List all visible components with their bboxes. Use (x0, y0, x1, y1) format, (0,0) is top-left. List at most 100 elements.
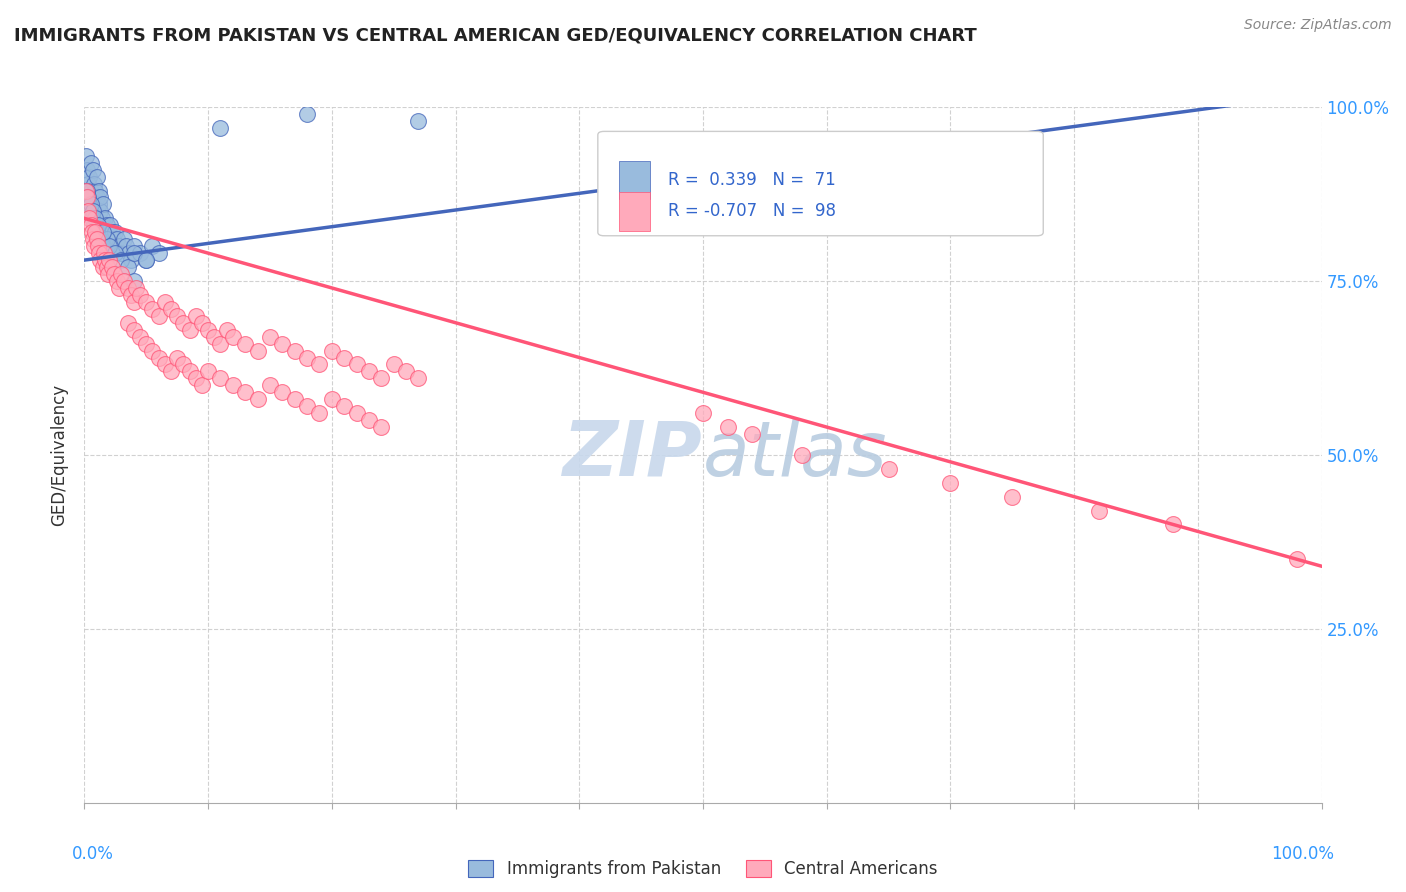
Point (117, 281, 139, 295)
Point (259, 378, 281, 392)
Point (89, 232, 111, 246)
Point (148, 309, 170, 323)
Point (93, 246, 115, 260)
Text: Source: ZipAtlas.com: Source: ZipAtlas.com (1244, 18, 1392, 32)
Point (382, 358, 405, 372)
Point (215, 323, 238, 337)
Point (408, 371, 430, 385)
Point (333, 351, 356, 365)
Point (86, 232, 108, 246)
Point (346, 358, 368, 372)
Point (1088, 503, 1111, 517)
Point (135, 253, 157, 268)
Point (97, 225, 120, 239)
Point (120, 288, 142, 302)
Point (295, 399, 318, 413)
Point (148, 351, 170, 365)
Point (160, 301, 183, 316)
Point (82, 232, 104, 246)
Point (112, 274, 135, 288)
Point (197, 323, 219, 337)
Point (76, 162, 98, 177)
Point (271, 336, 294, 351)
Point (75, 149, 97, 163)
Point (80, 211, 103, 226)
Point (89, 204, 111, 219)
Point (135, 253, 157, 268)
Text: atlas: atlas (703, 418, 887, 491)
Legend: Immigrants from Pakistan, Central Americans: Immigrants from Pakistan, Central Americ… (461, 854, 945, 885)
Point (76, 190, 98, 204)
Point (117, 260, 139, 274)
Point (179, 323, 201, 337)
Point (141, 301, 163, 316)
Point (104, 225, 127, 239)
Point (98, 253, 121, 268)
Point (370, 371, 392, 385)
Point (104, 246, 127, 260)
Point (96, 219, 118, 233)
Point (86, 225, 108, 239)
Point (295, 351, 318, 365)
Point (79, 197, 101, 211)
Point (202, 329, 225, 343)
Point (321, 392, 343, 407)
Point (79, 219, 101, 233)
Point (82, 197, 104, 211)
Point (122, 239, 145, 253)
FancyBboxPatch shape (619, 161, 650, 199)
Point (117, 316, 139, 330)
Point (79, 211, 101, 226)
Point (191, 316, 214, 330)
Point (89, 184, 111, 198)
Point (295, 107, 318, 121)
Point (357, 413, 380, 427)
Point (120, 253, 142, 268)
Point (94, 211, 117, 226)
Point (184, 371, 207, 385)
Point (90, 211, 112, 226)
Point (83, 239, 105, 253)
Point (87, 219, 110, 233)
Point (790, 448, 813, 462)
Point (108, 281, 131, 295)
Point (321, 343, 343, 358)
Point (108, 239, 131, 253)
Point (75, 184, 97, 198)
Point (233, 336, 256, 351)
Point (90, 239, 112, 253)
Point (148, 246, 170, 260)
Point (333, 399, 356, 413)
Point (284, 392, 307, 407)
Point (877, 462, 900, 476)
FancyBboxPatch shape (598, 131, 1043, 235)
Point (115, 239, 138, 253)
Point (93, 225, 115, 239)
Point (89, 197, 111, 211)
Text: IMMIGRANTS FROM PAKISTAN VS CENTRAL AMERICAN GED/EQUIVALENCY CORRELATION CHART: IMMIGRANTS FROM PAKISTAN VS CENTRAL AMER… (14, 27, 977, 45)
Point (1285, 552, 1308, 566)
Point (222, 378, 245, 392)
Point (83, 219, 105, 233)
Point (246, 343, 269, 358)
Point (395, 364, 418, 378)
Point (191, 378, 214, 392)
Point (84, 184, 107, 198)
Point (112, 232, 135, 246)
Point (79, 155, 101, 169)
Point (125, 281, 148, 295)
Point (408, 114, 430, 128)
Point (308, 358, 330, 372)
Point (82, 162, 104, 177)
Text: 0.0%: 0.0% (72, 845, 114, 863)
Point (91, 197, 114, 211)
Point (91, 219, 114, 233)
Point (692, 406, 714, 420)
Point (91, 225, 114, 239)
Point (76, 184, 98, 198)
Point (172, 358, 194, 372)
Point (100, 260, 122, 274)
Point (122, 323, 145, 337)
Point (84, 211, 107, 226)
Point (80, 190, 103, 204)
